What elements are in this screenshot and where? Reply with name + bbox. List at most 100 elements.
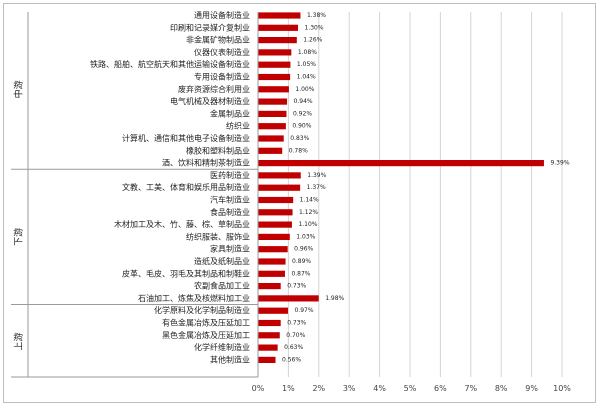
x-tick-label: 7% — [464, 384, 477, 393]
bar — [258, 184, 301, 191]
value-label: 1.00% — [295, 86, 314, 93]
bar — [258, 283, 281, 290]
value-label: 0.87% — [291, 270, 310, 277]
x-tick-label: 10% — [553, 384, 571, 393]
group-label: 下游 — [13, 228, 25, 246]
category-label: 废弃资源综合利用业 — [178, 84, 250, 94]
bar — [258, 37, 297, 44]
bar — [258, 295, 319, 302]
value-label: 1.37% — [307, 184, 326, 191]
value-label: 1.30% — [305, 24, 324, 31]
value-label: 1.14% — [300, 197, 319, 204]
group-label: 上游 — [13, 332, 25, 350]
category-label: 纺织服装、服饰业 — [186, 231, 250, 241]
x-tick-label: 5% — [404, 384, 417, 393]
category-label: 电气机械及器材制造业 — [170, 96, 250, 106]
category-label: 橡胶和塑料制品业 — [186, 145, 250, 155]
value-label: 0.73% — [287, 283, 306, 290]
bar — [258, 196, 294, 204]
x-tick-label: 4% — [373, 384, 386, 393]
value-label: 1.26% — [303, 37, 322, 44]
category-label: 有色金属冶炼及压延加工 — [162, 318, 250, 328]
category-label: 汽车制造业 — [210, 195, 250, 205]
bar — [258, 270, 285, 277]
value-label: 0.70% — [286, 332, 305, 339]
value-label: 0.78% — [289, 147, 308, 154]
bar — [258, 12, 301, 19]
value-label: 0.96% — [294, 246, 313, 253]
category-label: 木材加工及木、竹、藤、棕、草制品业 — [114, 219, 250, 229]
value-label: 1.39% — [307, 172, 326, 179]
value-label: 1.08% — [298, 49, 317, 56]
category-label: 家具制造业 — [210, 244, 250, 254]
value-label: 0.94% — [294, 98, 313, 105]
value-label: 0.89% — [292, 258, 311, 265]
value-label: 0.90% — [292, 123, 311, 130]
value-label: 9.39% — [550, 160, 569, 167]
bar — [258, 258, 286, 265]
x-tick-label: 8% — [495, 384, 508, 393]
bar — [258, 24, 299, 31]
category-label: 酒、饮料和精制茶制造业 — [162, 158, 250, 168]
value-label: 0.92% — [293, 110, 312, 117]
category-label: 非金属矿物制品业 — [186, 35, 250, 45]
category-label: 纺织业 — [226, 121, 250, 131]
x-tick-label: 3% — [343, 384, 356, 393]
bar — [258, 110, 287, 117]
value-label: 1.12% — [299, 209, 318, 216]
group-label: 中游 — [13, 80, 25, 98]
value-label: 1.05% — [297, 61, 316, 68]
bar — [258, 319, 281, 327]
category-label: 专用设备制造业 — [194, 72, 250, 82]
category-label: 文教、工美、体育和娱乐用品制造业 — [122, 182, 250, 192]
bar — [258, 160, 544, 167]
category-label: 皮革、毛皮、羽毛及其制品和制鞋业 — [122, 268, 250, 278]
category-label: 通用设备制造业 — [194, 10, 250, 20]
category-label: 黑色金属冶炼及压延加工 — [162, 330, 250, 340]
bar — [258, 86, 289, 93]
category-label: 医药制造业 — [210, 170, 250, 180]
bar — [258, 344, 278, 351]
bar — [258, 61, 291, 68]
bar — [258, 356, 276, 363]
category-label: 铁路、船舶、航空航天和其他运输设备制造业 — [90, 59, 250, 69]
x-tick-label: 0% — [252, 384, 265, 393]
category-label: 农副食品加工业 — [194, 281, 250, 291]
category-label: 金属制品业 — [210, 108, 250, 118]
bar — [258, 135, 284, 142]
value-label: 0.97% — [294, 307, 313, 314]
bar — [258, 246, 288, 253]
value-label: 0.56% — [282, 356, 301, 363]
x-tick-label: 6% — [434, 384, 447, 393]
bar — [258, 221, 292, 228]
category-label: 计算机、通信和其他电子设备制造业 — [122, 133, 250, 143]
x-tick-label: 1% — [282, 384, 295, 393]
bar — [258, 147, 283, 154]
category-label: 其他制造业 — [210, 354, 250, 364]
category-label: 仪器仪表制造业 — [194, 47, 250, 57]
bar — [258, 49, 292, 56]
value-label: 0.63% — [284, 344, 303, 351]
category-label: 印刷和记录媒介复制业 — [170, 22, 250, 32]
category-label: 化学纤维制造业 — [194, 342, 250, 352]
value-label: 1.98% — [325, 295, 344, 302]
category-label: 石油加工、炼焦及核燃料加工业 — [138, 293, 250, 303]
chart-frame — [3, 3, 596, 403]
value-label: 0.83% — [290, 135, 309, 142]
bar — [258, 172, 301, 179]
bar — [258, 307, 288, 314]
value-label: 1.10% — [298, 221, 317, 228]
value-label: 1.04% — [297, 74, 316, 81]
value-label: 0.73% — [287, 320, 306, 327]
bar — [258, 209, 293, 216]
value-label: 1.38% — [307, 12, 326, 19]
bar — [258, 332, 280, 339]
value-label: 1.03% — [296, 233, 315, 240]
category-label: 食品制造业 — [210, 207, 250, 217]
category-label: 造纸及纸制品业 — [194, 256, 250, 266]
x-tick-label: 2% — [312, 384, 325, 393]
x-tick-label: 9% — [525, 384, 538, 393]
bar — [258, 98, 288, 105]
bar — [258, 123, 286, 130]
